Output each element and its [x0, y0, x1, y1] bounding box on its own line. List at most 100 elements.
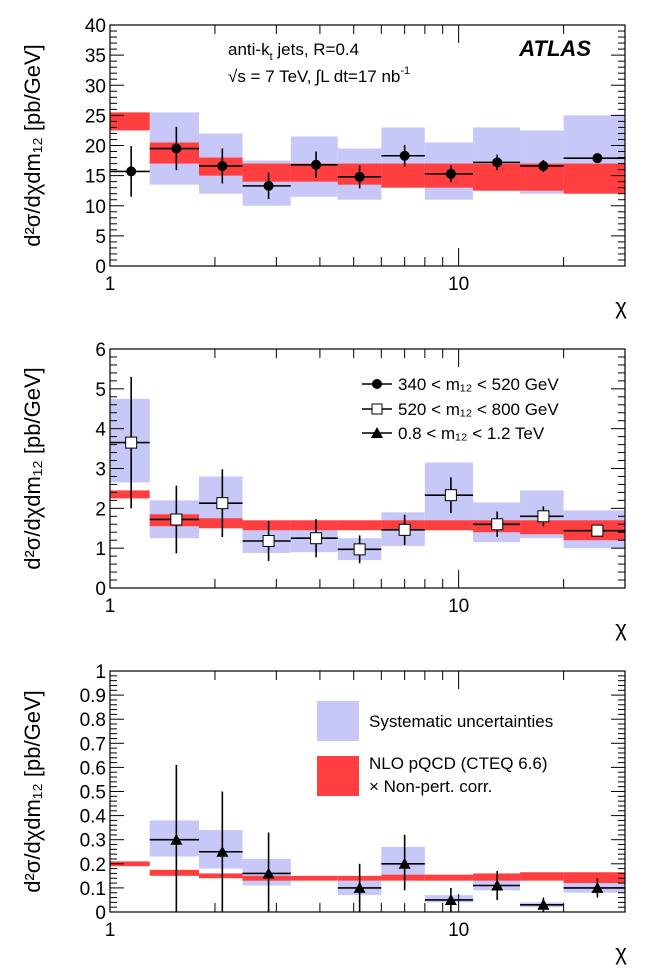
data-point-6 — [398, 523, 411, 536]
legend-systematic-swatch — [317, 701, 359, 741]
nlo-band-bin-2 — [199, 873, 243, 879]
y-tick-label: 10 — [85, 197, 106, 218]
data-point-8 — [492, 157, 503, 168]
legend-systematic-label: Systematic uncertainties — [369, 712, 553, 731]
nlo-band-bin-4 — [290, 520, 338, 531]
data-point-7 — [444, 489, 457, 502]
data-point-10 — [591, 524, 604, 537]
y-axis-label: d²σ/dχdm₁₂ [pb/GeV] — [20, 690, 45, 893]
data-point-3 — [263, 180, 274, 191]
data-point-0 — [125, 436, 138, 449]
y-tick-label: 40 — [85, 16, 106, 37]
data-point-8 — [491, 518, 504, 531]
atlas-logo-text: ATLAS — [518, 36, 591, 61]
y-tick-label: 5 — [95, 227, 106, 248]
data-point-1 — [170, 513, 183, 526]
nlo-band-bin-10 — [563, 872, 625, 884]
nlo-band-bin-1 — [149, 869, 200, 876]
legend-triangle-icon — [371, 427, 383, 438]
annotation-energy-lumi: √s = 7 TeV, ∫L dt=17 nb-1 — [228, 65, 410, 86]
y-tick-label: 5 — [95, 380, 106, 401]
y-tick-label: 4 — [95, 420, 106, 441]
nlo-band-bin-4 — [290, 875, 338, 881]
x-axis-label: χ — [615, 940, 627, 965]
data-point-4 — [311, 159, 322, 170]
data-point-7 — [445, 168, 456, 179]
y-tick-label: 0.7 — [80, 734, 106, 755]
x-tick-label-1: 1 — [105, 596, 116, 617]
data-point-9 — [538, 160, 549, 171]
x-tick-label-10: 10 — [448, 274, 469, 295]
nlo-band-bin-3 — [242, 163, 291, 182]
y-tick-label: 1 — [95, 539, 106, 560]
nlo-band-bin-4 — [290, 163, 338, 182]
y-tick-label: 35 — [85, 46, 106, 67]
panel-top: 0 5 10 15 20 25 30 35 40 1 10 χ d²σ/dχdm₁₂ [pb/GeV] — [20, 16, 627, 319]
data-point-2 — [216, 845, 229, 857]
data-point-1 — [171, 143, 182, 154]
y-tick-label: 0 — [95, 579, 106, 600]
nlo-band-bin-10 — [563, 163, 625, 194]
y-tick-label: 0 — [95, 903, 106, 924]
data-point-6 — [398, 857, 411, 869]
y-tick-label: 2 — [95, 499, 106, 520]
x-tick-label-1: 1 — [105, 920, 116, 941]
y-tick-label: 0.3 — [80, 831, 106, 852]
x-axis-label: χ — [615, 294, 627, 319]
y-tick-label: 0.8 — [80, 710, 106, 731]
y-tick-label: 25 — [85, 106, 106, 127]
data-point-5 — [353, 543, 366, 556]
y-axis-label: d²σ/dχdm₁₂ [pb/GeV] — [20, 367, 45, 570]
y-tick-label: 20 — [85, 137, 106, 158]
data-point-9 — [537, 898, 550, 910]
legend-nlo-label: NLO pQCD (CTEQ 6.6) — [369, 754, 548, 773]
legend-label-2: 520 < m₁₂ < 800 GeV — [398, 400, 559, 419]
annotation-block: anti-kt jets, R=0.4 √s = 7 TeV, ∫L dt=17 … — [228, 36, 591, 86]
panel-bottom: 0 0.1 0.2 0.3 0.4 0.5 0.6 0.7 0.8 0.9 1 1 10 χ d²σ/dχd… — [20, 662, 627, 965]
legend-nlo-label2: × Non-pert. corr. — [369, 777, 492, 796]
y-tick-label: 0 — [95, 257, 106, 278]
legend-bands: Systematic uncertainties NLO pQCD (CTEQ … — [317, 701, 553, 796]
legend-label-3: 0.8 < m₁₂ < 1.2 TeV — [398, 424, 545, 443]
data-point-6 — [399, 150, 410, 161]
x-tick-label-10: 10 — [448, 920, 469, 941]
y-tick-label: 15 — [85, 167, 106, 188]
nlo-band-bin-9 — [520, 872, 564, 881]
data-point-3 — [262, 867, 275, 879]
data-point-2 — [217, 160, 228, 171]
nlo-band-bin-6 — [381, 163, 425, 188]
y-tick-label: 0.6 — [80, 758, 106, 779]
x-tick-label-10: 10 — [448, 596, 469, 617]
y-axis-label: d²σ/dχdm₁₂ [pb/GeV] — [20, 44, 45, 247]
y-tick-label: 0.4 — [80, 807, 107, 828]
data-point-1 — [170, 833, 183, 845]
nlo-band-bin-0 — [110, 112, 150, 131]
nlo-band-bin-0 — [110, 861, 150, 867]
y-tick-label: 1 — [95, 662, 106, 683]
data-point-7 — [444, 893, 457, 905]
y-tick-label: 0.1 — [80, 879, 106, 900]
data-point-5 — [354, 171, 365, 182]
nlo-band-bin-0 — [110, 490, 150, 499]
y-tick-label: 6 — [95, 340, 106, 361]
legend-square-icon — [371, 403, 383, 415]
nlo-band-bin-9 — [520, 520, 564, 535]
y-tick-label: 30 — [85, 76, 106, 97]
data-point-10 — [591, 881, 604, 893]
x-tick-label-1: 1 — [105, 274, 116, 295]
nlo-band-bin-6 — [381, 874, 425, 881]
data-point-5 — [353, 881, 366, 893]
legend-circle-icon — [372, 379, 382, 389]
systematic-band-bin-10 — [563, 880, 625, 893]
data-point-2 — [216, 497, 229, 510]
data-point-9 — [537, 510, 550, 523]
data-point-8 — [491, 879, 504, 891]
data-point-4 — [310, 532, 323, 545]
nlo-band-bin-7 — [424, 520, 474, 531]
data-point-0 — [126, 166, 137, 177]
nlo-band-bin-2 — [199, 518, 243, 529]
data-point-10 — [592, 153, 603, 164]
y-tick-label: 3 — [95, 460, 106, 481]
